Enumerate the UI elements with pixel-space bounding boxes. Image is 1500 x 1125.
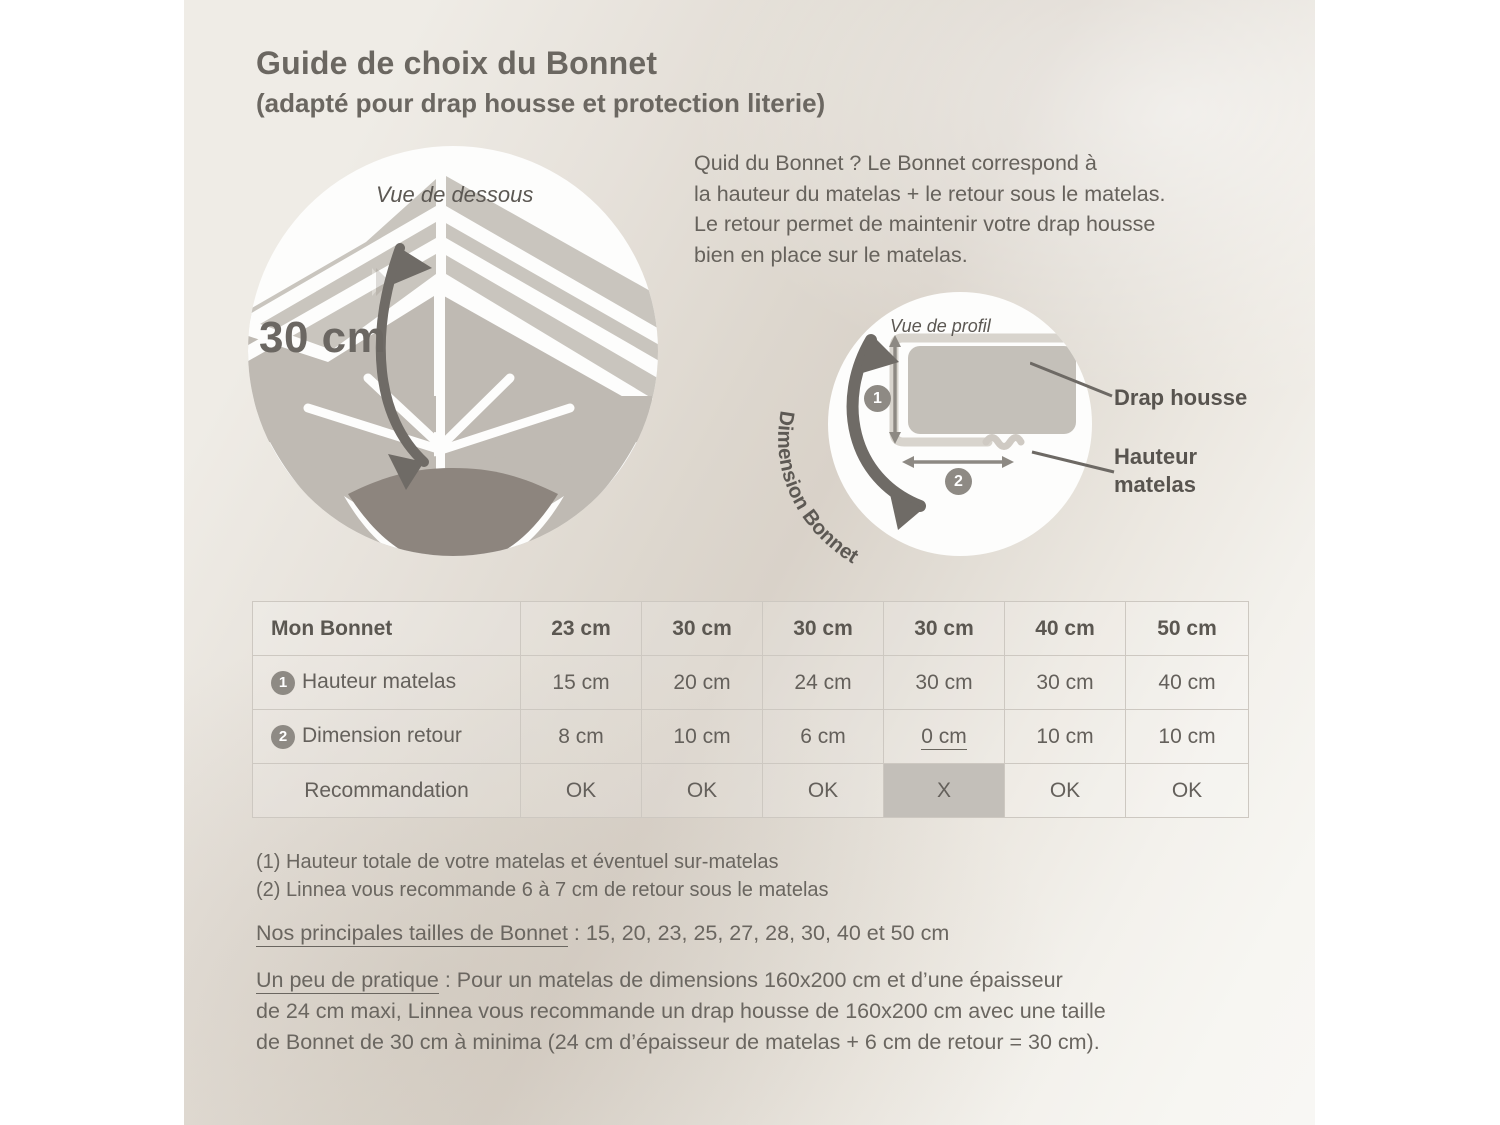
page-subtitle: (adapté pour drap housse et protection l…: [256, 88, 826, 118]
table-cell: 6 cm: [762, 709, 884, 764]
row-label-recommandation: Recommandation: [252, 763, 521, 818]
table-cell: 30 cm: [883, 601, 1005, 656]
profile-view-diagram: 1 2: [828, 292, 1092, 556]
table-cell: OK: [762, 763, 884, 818]
table-cell: 23 cm: [520, 601, 642, 656]
bonnet-dimension-arc-icon: [846, 334, 926, 530]
measure-30cm-label: 30 cm: [259, 313, 387, 362]
table-cell: 40 cm: [1125, 655, 1249, 710]
intro-line-4: bien en place sur le matelas.: [694, 242, 968, 267]
bottom-view-diagram: [248, 146, 658, 556]
practice-line-1: Un peu de pratique : Pour un matelas de …: [256, 965, 1106, 996]
row-badge-1: 1: [271, 670, 295, 695]
profile-badge-2: 2: [945, 468, 972, 495]
table-cell: 50 cm: [1125, 601, 1249, 656]
table-row-hauteur-matelas: 1 Hauteur matelas 15 cm 20 cm 24 cm 30 cm…: [252, 655, 1249, 710]
table-row-recommandation: Recommandation OK OK OK X OK OK: [252, 763, 1249, 818]
table-cell: OK: [1125, 763, 1249, 818]
table-cell: 24 cm: [762, 655, 884, 710]
row-label-text: Hauteur matelas: [302, 670, 457, 694]
table-cell: OK: [520, 763, 642, 818]
row-label-text: Recommandation: [304, 778, 469, 802]
sizes-line: Nos principales tailles de Bonnet : 15, …: [256, 918, 949, 949]
footnote-1: (1) Hauteur totale de votre matelas et é…: [256, 851, 779, 873]
callout-leader-lines: [1030, 361, 1115, 474]
row-label-mon-bonnet: Mon Bonnet: [252, 601, 521, 656]
svg-text:Dimension Bonnet: Dimension Bonnet: [773, 409, 863, 568]
row-label-text: Dimension retour: [302, 724, 462, 748]
intro-paragraph: Quid du Bonnet ? Le Bonnet correspond à …: [694, 148, 1274, 270]
table-cell: 40 cm: [1004, 601, 1126, 656]
callout-hauteur-line-2: matelas: [1114, 472, 1196, 498]
intro-line-2: la hauteur du matelas + le retour sous l…: [694, 181, 1166, 206]
footnote-2: (2) Linnea vous recommande 6 à 7 cm de r…: [256, 879, 829, 901]
intro-line-3: Le retour permet de maintenir votre drap…: [694, 212, 1156, 237]
arc-text: Dimension Bonnet: [773, 409, 863, 568]
table-cell: OK: [641, 763, 763, 818]
sizes-lead: Nos principales tailles de Bonnet: [256, 921, 568, 947]
bonnet-dimension-arc-label: Dimension Bonnet: [773, 409, 863, 568]
profile-badge-1: 1: [864, 385, 891, 412]
row-label-hauteur-matelas: 1 Hauteur matelas: [252, 655, 521, 710]
sizes-value: : 15, 20, 23, 25, 27, 28, 30, 40 et 50 c…: [567, 921, 950, 945]
practice-line-3: de Bonnet de 30 cm à minima (24 cm d’épa…: [256, 1030, 1100, 1055]
practice-block: Un peu de pratique : Pour un matelas de …: [256, 965, 1106, 1059]
bonnet-size-table: Mon Bonnet 23 cm 30 cm 30 cm 30 cm 40 cm…: [252, 601, 1249, 818]
profile-view-label: Vue de profil: [890, 316, 991, 336]
table-cell-value: 0 cm: [921, 724, 967, 750]
practice-line-2: de 24 cm maxi, Linnea vous recommande un…: [256, 999, 1106, 1024]
practice-line-1-text: : Pour un matelas de dimensions 160x200 …: [438, 968, 1063, 992]
bottom-view-illustration: [248, 174, 658, 556]
table-row-dimension-retour: 2 Dimension retour 8 cm 10 cm 6 cm 0 cm 1…: [252, 709, 1249, 764]
table-cell: 30 cm: [762, 601, 884, 656]
intro-line-1: Quid du Bonnet ? Le Bonnet correspond à: [694, 151, 1097, 175]
table-cell: OK: [1004, 763, 1126, 818]
page-title: Guide de choix du Bonnet: [256, 45, 658, 81]
table-cell-highlighted: 0 cm: [883, 709, 1005, 764]
table-cell: 8 cm: [520, 709, 642, 764]
table-cell: 30 cm: [641, 601, 763, 656]
table-cell: 15 cm: [520, 655, 642, 710]
table-cell: 20 cm: [641, 655, 763, 710]
callout-hauteur-matelas: Hauteur matelas: [1114, 443, 1197, 499]
row-label-text: Mon Bonnet: [271, 616, 393, 640]
profile-view-illustration: [846, 333, 1076, 530]
row-badge-2: 2: [271, 724, 295, 749]
table-cell: 10 cm: [1125, 709, 1249, 764]
brand-watermark-icon: [372, 268, 390, 296]
bottom-view-label: Vue de dessous: [376, 182, 534, 207]
table-row-mon-bonnet: Mon Bonnet 23 cm 30 cm 30 cm 30 cm 40 cm…: [252, 601, 1249, 656]
practice-lead: Un peu de pratique: [256, 968, 439, 994]
callout-hauteur-line-1: Hauteur: [1114, 444, 1198, 469]
table-cell-not-recommended: X: [883, 763, 1005, 818]
table-cell: 10 cm: [1004, 709, 1126, 764]
table-cell: 30 cm: [883, 655, 1005, 710]
row-label-dimension-retour: 2 Dimension retour: [252, 709, 521, 764]
callout-drap-housse: Drap housse: [1114, 385, 1248, 410]
table-cell: 10 cm: [641, 709, 763, 764]
measure-arrow-icon: [375, 243, 432, 490]
table-cell: 30 cm: [1004, 655, 1126, 710]
